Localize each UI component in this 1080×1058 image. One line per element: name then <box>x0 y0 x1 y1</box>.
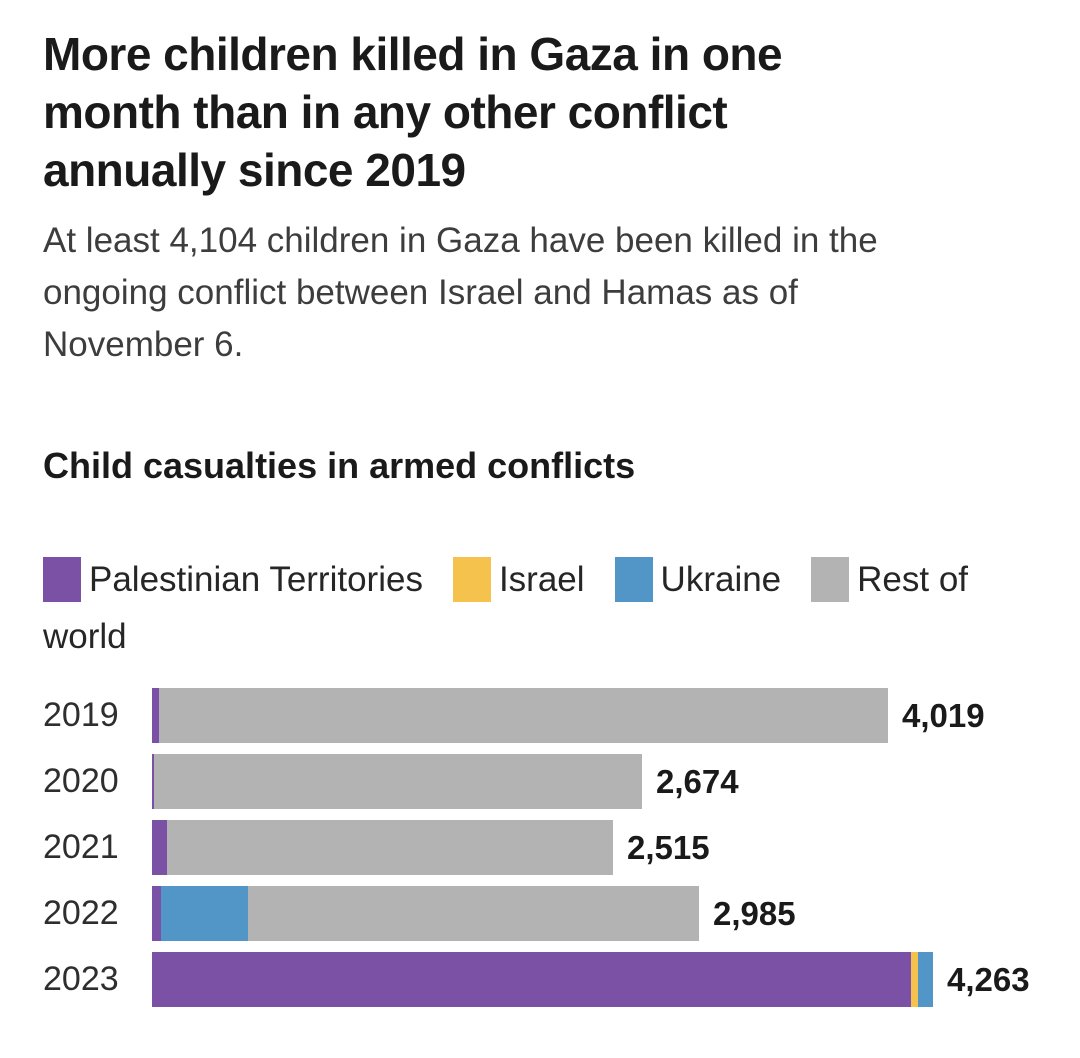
legend-item-israel: Israel <box>452 551 585 608</box>
legend-swatch-ukraine <box>614 557 653 602</box>
bar-segment-2022-rest-of-world <box>248 886 699 941</box>
bar-segment-2020-rest-of-world <box>154 754 642 809</box>
chart-row-2020: 2020 2,674 <box>43 754 1037 809</box>
value-label-2023: 4,263 <box>947 960 1030 998</box>
chart-title: Child casualties in armed conflicts <box>43 445 636 486</box>
value-label-2020: 2,674 <box>656 762 739 800</box>
bar-2022 <box>152 886 699 941</box>
bar-segment-2021-rest-of-world <box>167 820 613 875</box>
bar-segment-2019-rest-of-world <box>158 688 888 743</box>
legend-item-palestinian-territories: Palestinian Territories <box>43 551 423 608</box>
legend-item-rest-of-world: Rest of <box>811 551 968 608</box>
chart-row-2023: 2023 4,263 <box>43 952 1037 1007</box>
year-label-2022: 2022 <box>43 894 119 932</box>
bar-segment-2022-ukraine <box>160 886 249 941</box>
legend-row: Palestinian Territories Israel Ukraine Rest… <box>43 551 1037 608</box>
year-label-2019: 2019 <box>43 696 119 734</box>
bar-segment-2021-palestinian-territories <box>152 820 168 875</box>
page-title-line-3: annually since 2019 <box>43 144 466 196</box>
chart-row-2019: 2019 4,019 <box>43 688 1037 743</box>
bar-2021 <box>152 820 613 875</box>
chart-row-2021: 2021 2,515 <box>43 820 1037 875</box>
legend-swatch-rest-of-world <box>811 557 850 602</box>
page-title: More children killed in Gaza in one mont… <box>43 25 1037 199</box>
year-label-2021: 2021 <box>43 828 119 866</box>
bar-segment-2022-palestinian-territories <box>152 886 161 941</box>
subtitle-line-1: At least 4,104 children in Gaza have bee… <box>43 221 878 260</box>
value-label-2021: 2,515 <box>627 828 710 866</box>
subtitle: At least 4,104 children in Gaza have bee… <box>43 215 1037 371</box>
bar-segment-2023-israel <box>910 952 918 1007</box>
legend-label: Rest of <box>857 560 969 599</box>
page-title-line-1: More children killed in Gaza in one <box>43 28 783 80</box>
bar-segment-2023-ukraine <box>917 952 933 1007</box>
legend-label: Israel <box>498 560 585 599</box>
legend-item-ukraine: Ukraine <box>614 551 782 608</box>
bar-2019 <box>152 688 888 743</box>
year-label-2023: 2023 <box>43 960 119 998</box>
legend-swatch-israel <box>452 557 491 602</box>
legend-swatch-palestinian-territories <box>43 557 81 602</box>
year-label-2020: 2020 <box>43 762 119 800</box>
bar-chart: 2019 4,019 2020 2,674 2021 2,515 2022 2,985 2023… <box>43 688 1037 1007</box>
bar-segment-2020-palestinian-territories <box>152 754 155 809</box>
legend-label-wrapped: world <box>43 617 127 656</box>
subtitle-line-2: ongoing conflict between Israel and Hama… <box>43 273 798 312</box>
bar-segment-2023-palestinian-territories <box>152 952 911 1007</box>
chart-legend: Palestinian Territories Israel Ukraine Rest… <box>43 551 1037 665</box>
legend-label: Palestinian Territories <box>89 560 423 599</box>
legend-label: Ukraine <box>660 560 782 599</box>
chart-row-2022: 2022 2,985 <box>43 886 1037 941</box>
bar-segment-2019-palestinian-territories <box>152 688 159 743</box>
bar-2020 <box>152 754 642 809</box>
page-title-line-2: month than in any other conflict <box>43 86 728 138</box>
bar-2023 <box>152 952 933 1007</box>
subtitle-line-3: November 6. <box>43 325 244 364</box>
value-label-2022: 2,985 <box>713 894 796 932</box>
value-label-2019: 4,019 <box>902 696 985 734</box>
